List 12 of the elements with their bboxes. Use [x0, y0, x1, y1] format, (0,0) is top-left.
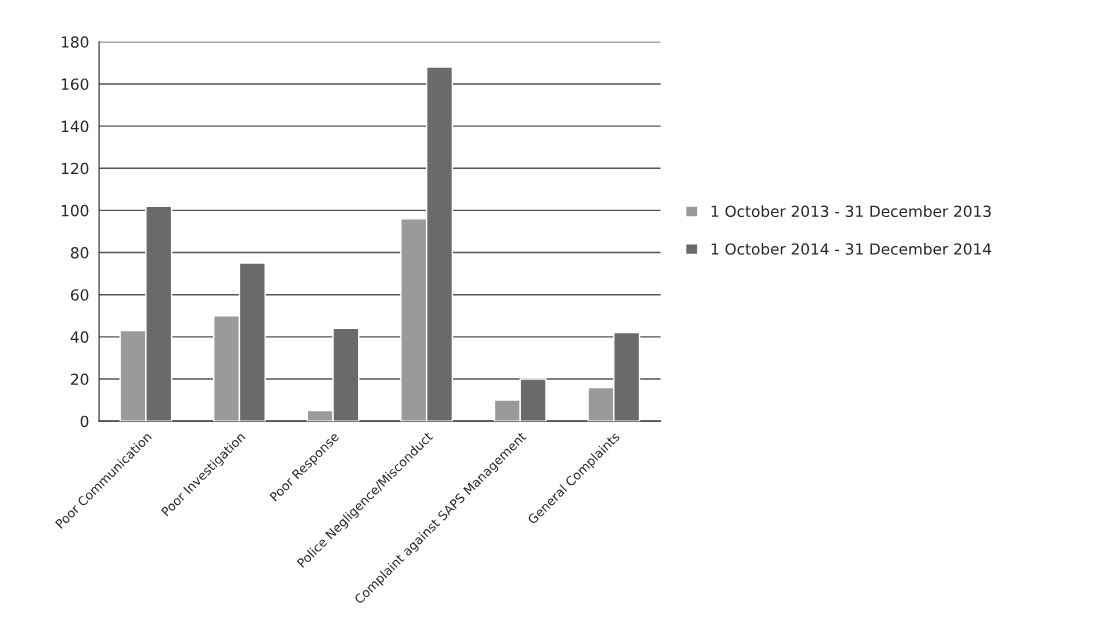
- y-tick-label: 60: [70, 289, 89, 301]
- y-tick-label: 140: [61, 120, 89, 133]
- y-tick-label: 20: [71, 373, 89, 386]
- y-tick-label: 80: [70, 247, 89, 259]
- legend-label: 1 October 2014 - 31 December 2014: [711, 242, 992, 255]
- y-tick-label: 120: [61, 162, 89, 175]
- y-tick-label: 180: [61, 36, 89, 48]
- y-tick-label: 40: [70, 331, 89, 343]
- legend-label: 1 October 2013 - 31 December 2013: [711, 205, 991, 218]
- y-tick-label: 0: [80, 415, 89, 428]
- y-tick-label: 100: [61, 204, 89, 217]
- y-tick-label: 160: [61, 78, 89, 90]
